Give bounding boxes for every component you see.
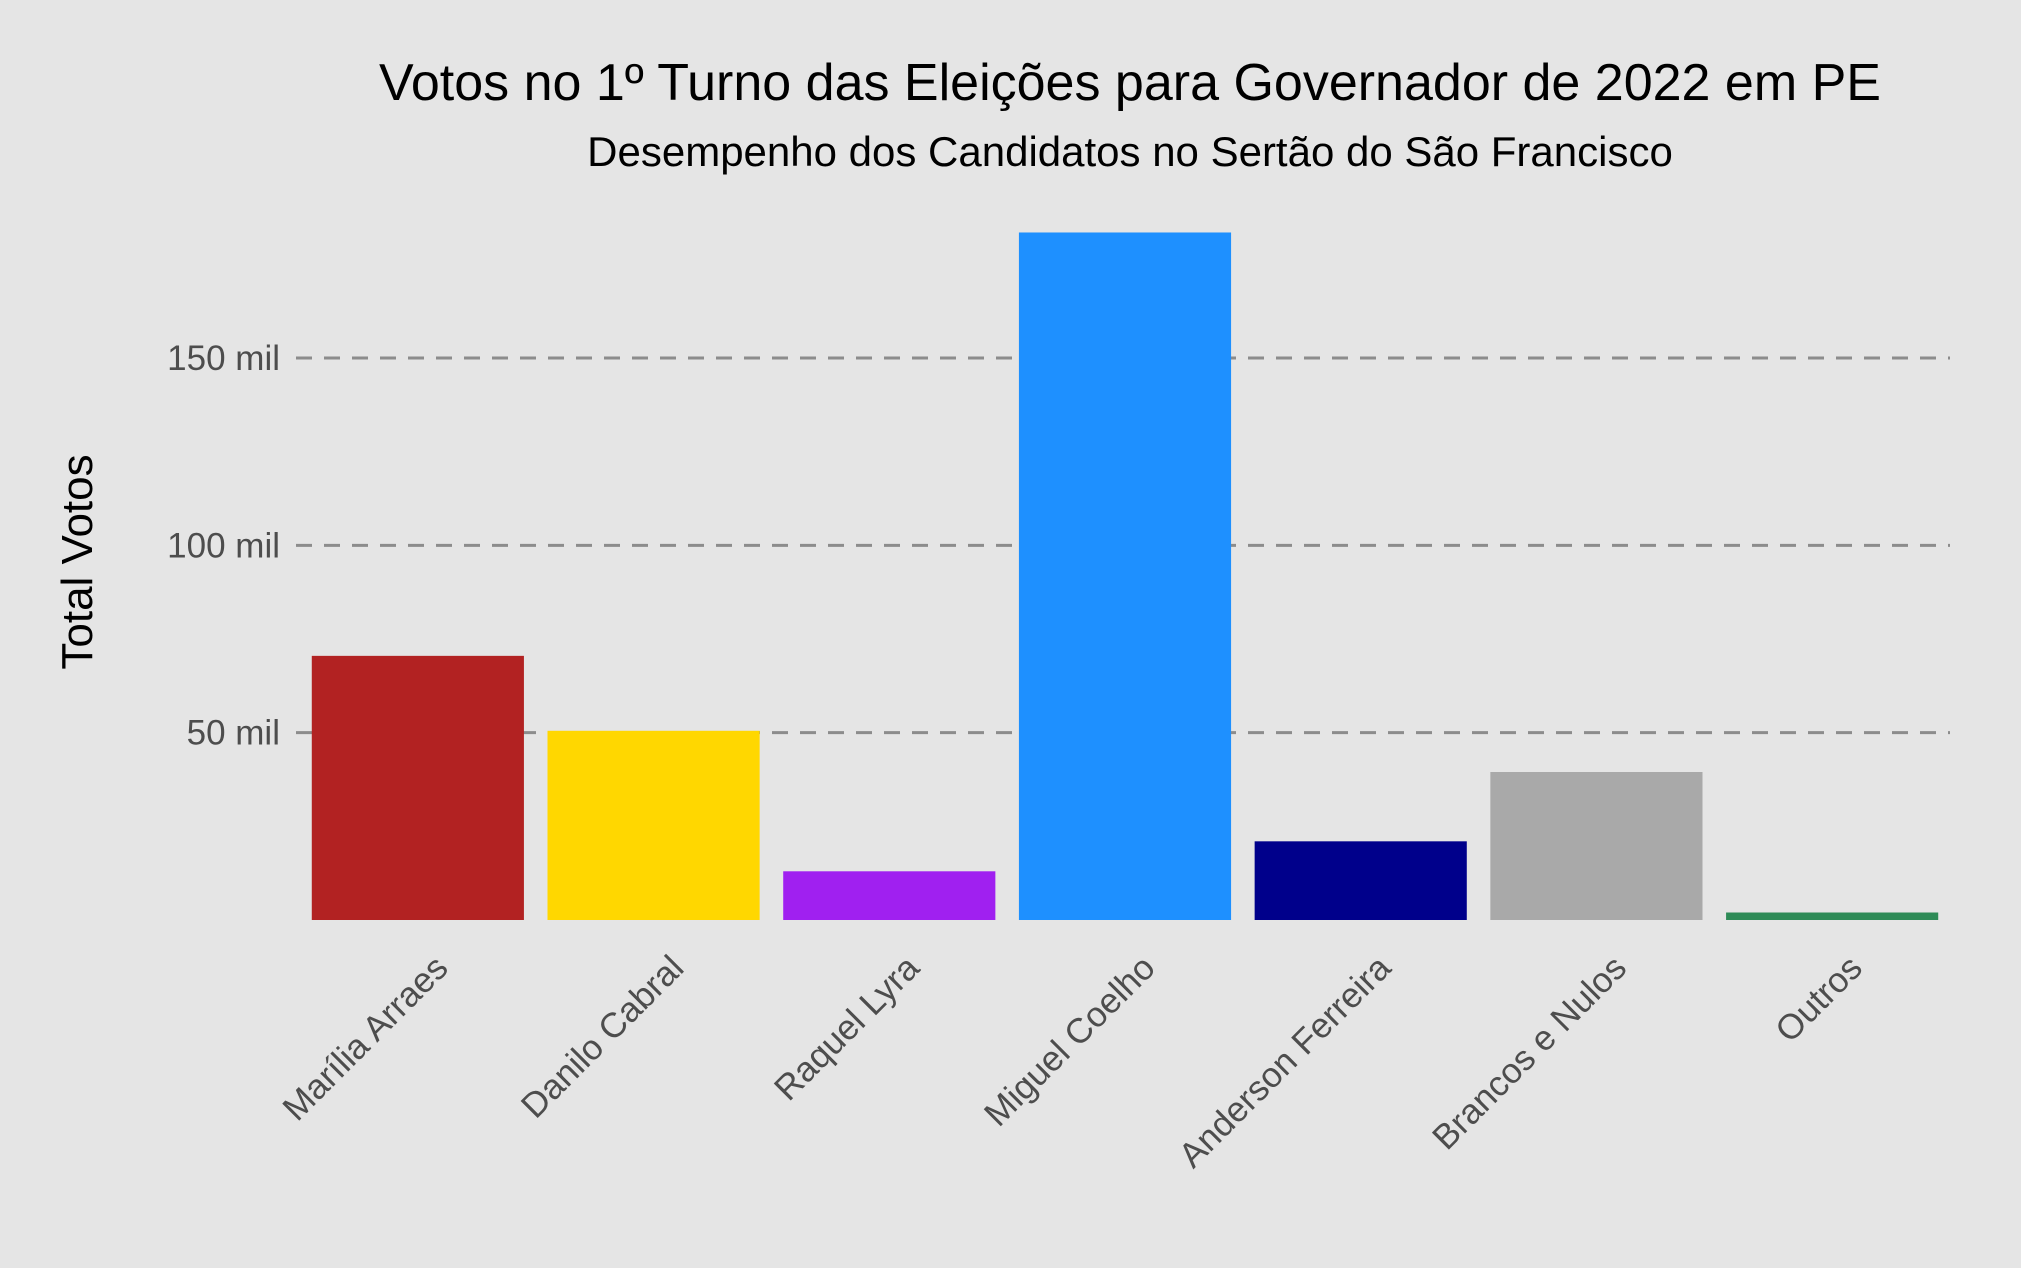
bars bbox=[311, 232, 1939, 920]
bar bbox=[1254, 841, 1467, 920]
bar bbox=[1018, 232, 1232, 920]
bar bbox=[1490, 772, 1703, 920]
x-tick-label: Anderson Ferreira bbox=[1171, 948, 1398, 1175]
bar bbox=[1726, 912, 1939, 920]
bar bbox=[311, 655, 524, 920]
x-tick-label: Raquel Lyra bbox=[767, 948, 927, 1108]
chart-subtitle: Desempenho dos Candidatos no Sertão do S… bbox=[587, 128, 1673, 175]
x-tick-label: Danilo Cabral bbox=[514, 948, 692, 1126]
x-tick-label: Marília Arraes bbox=[275, 948, 455, 1128]
x-axis-ticks: Marília Arraes Danilo Cabral Raquel Lyra Mi… bbox=[275, 948, 1870, 1175]
y-tick-label: 150 mil bbox=[167, 339, 280, 378]
chart-title: Votos no 1º Turno das Eleições para Gove… bbox=[379, 54, 1881, 112]
x-tick-label: Outros bbox=[1768, 948, 1870, 1050]
x-tick-label: Brancos e Nulos bbox=[1425, 948, 1634, 1157]
y-tick-label: 50 mil bbox=[187, 714, 280, 753]
y-axis-label: Total Votos bbox=[53, 454, 102, 669]
bar bbox=[783, 871, 996, 920]
y-tick-label: 100 mil bbox=[167, 526, 280, 565]
y-axis-ticks: 50 mil 100 mil 150 mil bbox=[167, 339, 280, 753]
x-tick-label: Miguel Coelho bbox=[977, 948, 1163, 1134]
bar bbox=[547, 730, 760, 920]
